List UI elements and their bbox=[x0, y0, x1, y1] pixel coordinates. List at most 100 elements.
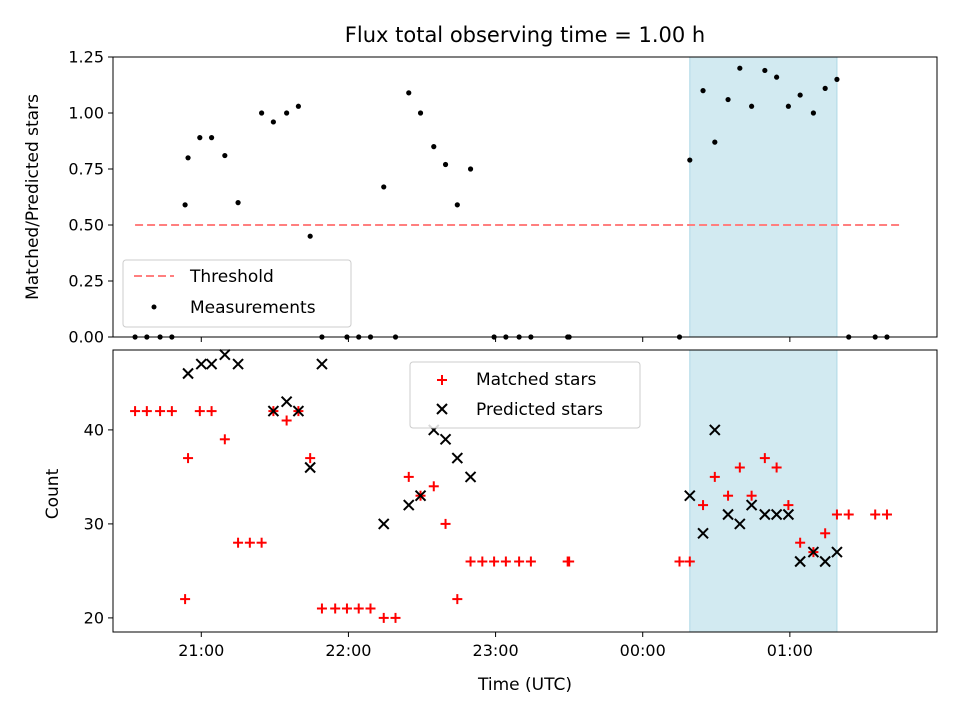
matched-star-point bbox=[795, 537, 806, 548]
measurement-point bbox=[417, 110, 424, 116]
x-tick-label: 22:00 bbox=[325, 641, 371, 660]
y-tick-label: 40 bbox=[84, 420, 104, 439]
matched-star-point bbox=[525, 556, 536, 567]
matched-star-point bbox=[233, 537, 244, 548]
measurement-point bbox=[810, 110, 817, 116]
matched-star-point bbox=[843, 509, 854, 520]
top-x-ticks bbox=[200, 337, 791, 342]
top-plot-frame bbox=[112, 56, 938, 338]
predicted-star-point bbox=[403, 499, 415, 511]
matched-star-point bbox=[684, 556, 695, 567]
matched-star-point bbox=[746, 490, 757, 501]
predicted-star-point bbox=[195, 358, 207, 370]
measurement-point bbox=[185, 155, 191, 161]
predicted-star-point bbox=[759, 508, 771, 521]
y-tick-label: 0.00 bbox=[68, 328, 104, 347]
measurement-point bbox=[235, 200, 241, 206]
bottom-highlight-span bbox=[689, 349, 838, 633]
measurement-point bbox=[467, 166, 474, 172]
predicted-star-point bbox=[439, 433, 452, 446]
matched-star-point bbox=[206, 406, 217, 417]
matched-star-point bbox=[564, 556, 575, 567]
matched-star-point bbox=[341, 603, 352, 614]
matched-star-point bbox=[734, 462, 745, 473]
predicted-star-point bbox=[745, 499, 758, 511]
measurement-point bbox=[454, 202, 460, 208]
measurement-point bbox=[712, 139, 718, 145]
matched-star-point bbox=[390, 612, 401, 623]
y-tick-label: 1.25 bbox=[68, 48, 104, 67]
bottom-plot-frame bbox=[112, 349, 938, 633]
bottom-legend-box bbox=[409, 361, 641, 429]
matched-star-point bbox=[141, 406, 152, 417]
predicted-star-point bbox=[232, 358, 244, 370]
measurement-point bbox=[182, 202, 188, 208]
matched-star-point bbox=[281, 415, 292, 426]
measurement-point bbox=[749, 103, 755, 109]
matched-star-point bbox=[353, 603, 364, 614]
matched-star-point bbox=[465, 556, 476, 567]
matched-star-point bbox=[514, 556, 525, 567]
measurement-point bbox=[442, 161, 449, 168]
measurement-point bbox=[295, 103, 301, 109]
matched-star-point bbox=[723, 490, 734, 501]
matched-star-point bbox=[403, 471, 414, 482]
matched-star-point bbox=[330, 603, 341, 614]
matched-star-point bbox=[820, 528, 831, 539]
y-tick-label: 1.00 bbox=[68, 104, 104, 123]
matched-star-point bbox=[500, 556, 511, 567]
matched-star-point bbox=[316, 603, 327, 614]
matched-star-point bbox=[440, 518, 451, 529]
matched-star-point bbox=[166, 406, 177, 417]
predicted-stars-points bbox=[182, 348, 843, 568]
matched-star-point bbox=[365, 603, 376, 614]
matched-star-point bbox=[709, 471, 720, 482]
legend-measurements-swatch bbox=[151, 304, 157, 310]
legend-matched-swatch bbox=[437, 375, 447, 385]
bottom-x-ticks: 21:00 22:00 23:00 00:00 01:00 bbox=[178, 632, 813, 660]
matched-star-point bbox=[477, 556, 488, 567]
predicted-star-point bbox=[819, 555, 831, 568]
matched-star-point bbox=[194, 406, 205, 417]
top-y-axis-label: Matched/Predicted stars bbox=[23, 94, 43, 300]
predicted-star-point bbox=[722, 508, 734, 521]
predicted-star-point bbox=[782, 508, 795, 521]
measurement-point bbox=[797, 92, 803, 98]
measurement-point bbox=[834, 76, 840, 82]
top-legend-box bbox=[122, 259, 352, 328]
measurement-point bbox=[222, 152, 228, 159]
predicted-star-point bbox=[807, 546, 820, 558]
x-tick-label: 01:00 bbox=[767, 641, 813, 660]
chart-title: Flux total observing time = 1.00 h bbox=[345, 23, 705, 47]
predicted-star-point bbox=[684, 489, 696, 502]
matched-star-point bbox=[130, 406, 141, 417]
y-tick-label: 0.50 bbox=[68, 216, 104, 235]
bottom-y-axis-label: Count bbox=[43, 468, 63, 519]
matched-star-point bbox=[452, 594, 463, 605]
measurement-point bbox=[822, 85, 828, 91]
measurement-point bbox=[259, 110, 265, 116]
legend-predicted-label: Predicted stars bbox=[476, 400, 603, 420]
matched-star-point bbox=[831, 509, 842, 520]
matched-star-point bbox=[155, 406, 166, 417]
matched-star-point bbox=[759, 453, 770, 464]
matched-star-point bbox=[428, 481, 439, 492]
predicted-star-point bbox=[414, 489, 427, 502]
predicted-star-point bbox=[709, 424, 721, 436]
matched-star-point bbox=[244, 537, 255, 548]
top-y-ticks: 0.00 0.25 0.50 0.75 1.00 1.25 bbox=[68, 48, 113, 347]
bottom-panel: 20 30 40 21:00 22:00 23:00 00:00 01:00 Count T… bbox=[43, 348, 938, 695]
x-tick-label: 21:00 bbox=[178, 641, 224, 660]
measurement-point bbox=[284, 110, 290, 116]
predicted-star-point bbox=[697, 527, 709, 540]
predicted-star-point bbox=[304, 461, 316, 474]
measurement-point bbox=[774, 74, 780, 80]
measurement-point bbox=[431, 144, 437, 150]
measurement-point bbox=[381, 184, 387, 190]
predicted-star-point bbox=[794, 555, 806, 568]
predicted-star-point bbox=[219, 348, 231, 361]
y-tick-label: 0.75 bbox=[68, 160, 104, 179]
matched-star-point bbox=[783, 500, 794, 511]
x-tick-label: 00:00 bbox=[620, 641, 666, 660]
predicted-star-point bbox=[734, 518, 746, 530]
